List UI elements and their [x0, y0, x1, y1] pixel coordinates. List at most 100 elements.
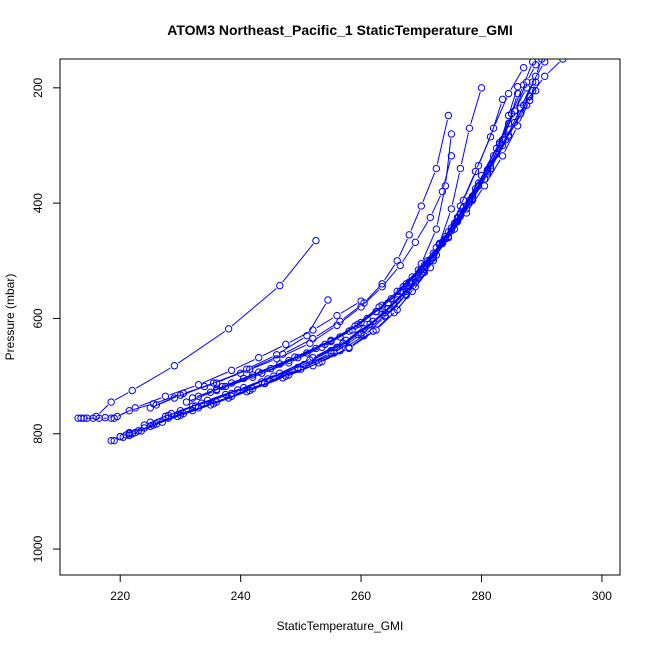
series-segment	[177, 330, 226, 364]
series-segment	[316, 352, 337, 364]
data-point	[559, 59, 567, 63]
data-point	[342, 336, 350, 345]
data-point	[531, 72, 540, 80]
data-point	[498, 152, 507, 160]
series-segment	[509, 97, 517, 120]
data-point	[504, 89, 513, 98]
series-segment	[196, 399, 225, 410]
series-segment	[406, 268, 422, 284]
series-segment	[410, 209, 421, 231]
data-point	[164, 411, 173, 419]
data-point	[447, 205, 456, 213]
data-point	[441, 182, 450, 190]
data-point	[378, 280, 386, 288]
data-point	[372, 326, 380, 334]
series-segment	[172, 408, 195, 418]
data-point	[276, 369, 284, 377]
series-segment	[449, 204, 462, 229]
series-segment	[399, 280, 416, 298]
series-segment	[289, 364, 315, 375]
series-segment	[531, 79, 543, 94]
series-segment	[145, 423, 159, 430]
series-segment	[503, 114, 514, 136]
series-segment	[229, 382, 258, 394]
profile-series	[122, 63, 528, 439]
series-segment	[510, 71, 522, 90]
series-segment	[479, 132, 493, 162]
profile-series	[164, 59, 567, 419]
series-segment	[470, 91, 481, 125]
series-segment	[432, 240, 446, 258]
series-segment	[474, 169, 489, 193]
data-point	[255, 353, 263, 362]
data-point	[369, 317, 377, 326]
series-segment	[313, 327, 334, 342]
series-segment	[492, 140, 507, 165]
series-segment	[450, 216, 465, 235]
series-segment	[426, 246, 440, 263]
data-point	[107, 414, 115, 422]
data-point	[188, 402, 197, 410]
data-point	[291, 353, 299, 361]
series-segment	[231, 288, 277, 327]
data-point	[80, 414, 88, 422]
data-point	[194, 381, 203, 389]
series-segment	[456, 199, 471, 220]
series-segment	[232, 384, 261, 397]
data-point	[438, 187, 447, 196]
data-point	[279, 350, 287, 358]
series-segment	[488, 148, 499, 170]
series-segment	[184, 401, 204, 410]
data-point	[531, 78, 540, 86]
profile-series	[176, 59, 546, 415]
data-point	[405, 231, 413, 239]
data-point	[128, 386, 136, 395]
data-point	[107, 436, 115, 445]
x-axis-label: StaticTemperature_GMI	[277, 619, 404, 633]
series-segment	[491, 103, 502, 133]
data-point	[333, 311, 341, 320]
y-tick-label: 400	[31, 193, 45, 213]
series-segment	[283, 359, 310, 372]
data-point	[303, 332, 311, 340]
series-segment	[301, 352, 328, 366]
data-point	[399, 283, 407, 291]
series-segment	[417, 221, 429, 239]
series-segment	[184, 384, 210, 395]
profile-series	[140, 61, 540, 429]
series-segment	[349, 323, 370, 339]
data-point	[152, 401, 161, 409]
data-point	[528, 87, 537, 95]
series-segment	[500, 119, 508, 141]
series-segment	[202, 371, 228, 384]
data-point	[212, 385, 221, 394]
data-point	[447, 152, 456, 160]
data-point	[477, 84, 486, 92]
data-point	[456, 164, 465, 173]
data-point	[221, 390, 230, 399]
data-point	[194, 392, 203, 400]
data-point	[324, 296, 332, 304]
data-point	[360, 299, 368, 307]
profile-series	[80, 297, 365, 422]
data-point	[170, 394, 179, 402]
data-point	[465, 124, 474, 132]
data-point	[468, 192, 477, 200]
series-segment	[133, 432, 138, 435]
data-point	[245, 365, 254, 373]
series-segment	[399, 289, 413, 307]
data-point	[357, 318, 365, 327]
profile-series	[194, 84, 531, 400]
y-tick-label: 600	[31, 308, 45, 328]
data-point	[474, 161, 483, 170]
data-point	[276, 281, 284, 290]
data-point	[378, 283, 386, 291]
data-point	[519, 63, 528, 72]
series-segment	[343, 305, 361, 319]
series-segment	[352, 332, 373, 347]
series-segment	[166, 411, 189, 422]
series-segment	[524, 65, 532, 81]
series-segment	[519, 104, 529, 123]
series-segment	[316, 323, 337, 337]
